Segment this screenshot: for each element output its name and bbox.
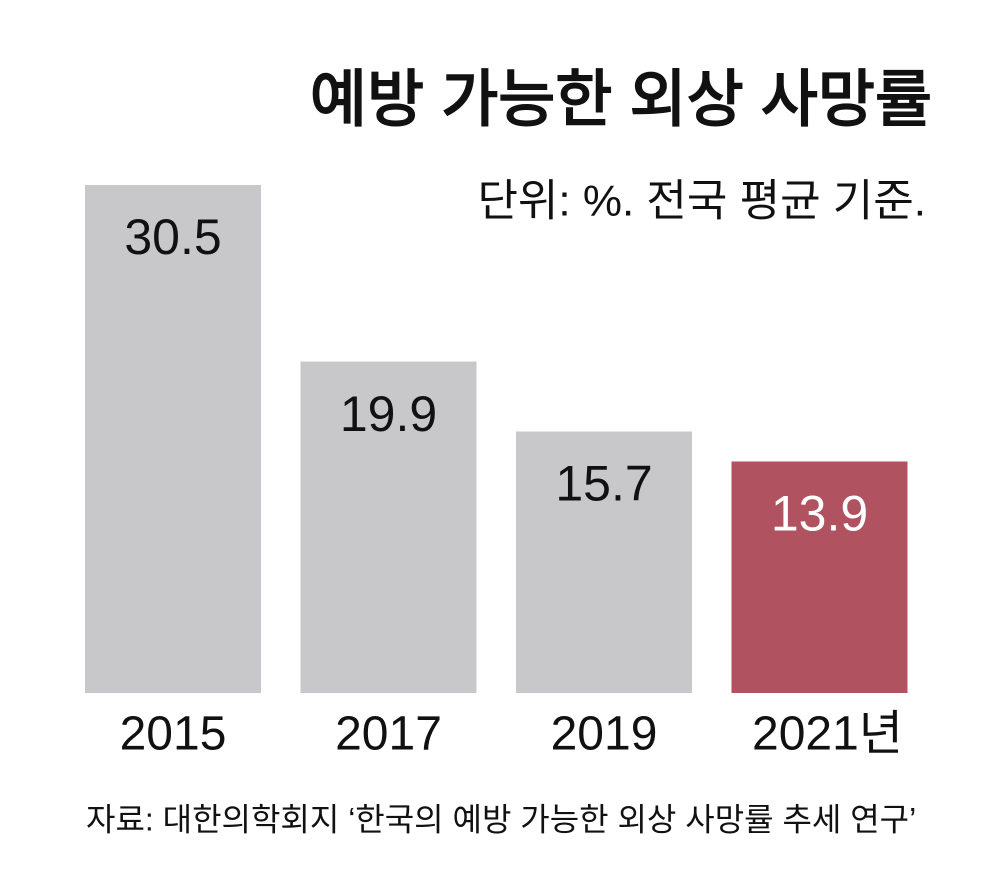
chart-title: 예방 가능한 외상 사망률 bbox=[310, 65, 932, 134]
bar bbox=[516, 431, 692, 693]
x-tick-label: 2015 bbox=[120, 708, 227, 761]
x-tick-label: 2019 bbox=[551, 708, 658, 761]
x-tick-label: 2017 bbox=[335, 708, 442, 761]
source: 자료: 대한의학회지 ‘한국의 예방 가능한 외상 사망률 추세 연구’ bbox=[86, 801, 916, 837]
value-label: 19.9 bbox=[340, 386, 437, 442]
chart-subtitle: 단위: %. 전국 평균 기준. bbox=[477, 177, 926, 226]
bar bbox=[300, 361, 477, 693]
value-label: 13.9 bbox=[771, 486, 868, 542]
x-tick-label: 2021년 bbox=[752, 708, 903, 761]
value-label: 30.5 bbox=[124, 209, 221, 265]
bar bbox=[85, 185, 261, 693]
bar bbox=[731, 461, 908, 693]
value-label: 15.7 bbox=[555, 456, 652, 512]
